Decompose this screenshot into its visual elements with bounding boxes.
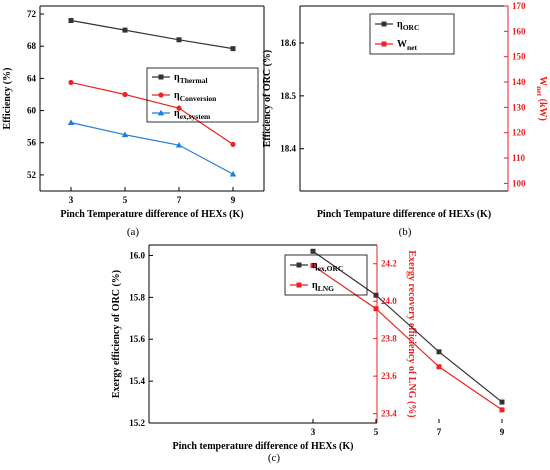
x-tick-label: 9 — [500, 427, 505, 437]
panel-label-a: (a) — [127, 226, 140, 238]
x-tick-label: 7 — [437, 427, 442, 437]
x-axis-label: Pinch Temperature difference of HEXs (K) — [60, 209, 243, 220]
legend-marker — [158, 74, 164, 80]
legend-label: Wnet — [397, 39, 418, 52]
legend-label: ηConversion — [174, 90, 217, 103]
data-point — [230, 141, 236, 147]
legend-label: ηORC — [397, 19, 419, 32]
chart-panel-a: 3 5 7 9 52 56 60 64 68 72 Pinch Temperature differ… — [2, 5, 265, 220]
data-point — [373, 292, 379, 298]
y-tick-label-left: 64 — [27, 73, 37, 83]
data-point — [67, 119, 75, 126]
data-point — [175, 141, 183, 148]
y-tick-label-right: 140 — [512, 77, 526, 87]
y-axis-label-right: Wnet (kW) — [535, 76, 548, 121]
legend-box — [369, 13, 455, 55]
y-tick-label-right: 150 — [512, 52, 526, 62]
y-tick-label-left: 16.0 — [129, 250, 145, 260]
y-tick-label-right: 120 — [512, 128, 526, 138]
data-point — [499, 407, 505, 413]
y-tick-label-left: 15.6 — [129, 334, 145, 344]
data-point — [176, 37, 182, 43]
series-line — [70, 19, 234, 50]
legend-label: ηLNG — [312, 280, 334, 293]
data-point — [310, 263, 316, 269]
x-tick-label: 5 — [374, 427, 379, 437]
legend-box — [146, 67, 259, 123]
y-tick-label-left: 18.6 — [280, 38, 296, 48]
data-point — [121, 131, 129, 138]
y-tick-label-left: 15.8 — [129, 292, 145, 302]
y-tick-label-right: 23.6 — [381, 371, 397, 381]
y-tick-label-right: 23.8 — [381, 334, 397, 344]
data-point — [68, 79, 74, 86]
data-point — [68, 17, 74, 23]
series-line — [312, 250, 503, 403]
y-tick-label-left: 56 — [27, 138, 37, 148]
chart-panel-c: 3 5 7 9 15.2 15.4 15.6 15.8 16.0 23.4 23.6 23.8 24.0… — [111, 244, 505, 452]
y-axis-label-right: Exergy recovery efficiency of LNG (%) — [406, 250, 417, 417]
legend-marker — [296, 282, 302, 288]
y-tick-label-left: 15.4 — [129, 376, 145, 386]
y-tick-label-right: 23.4 — [381, 409, 397, 419]
legend-marker — [158, 92, 164, 98]
x-tick-label: 3 — [69, 195, 74, 205]
x-axis-label: Pinch temperature difference of HEXs (K) — [173, 441, 354, 452]
y-axis-label-left: Exergy efficiency of ORC (%) — [111, 270, 122, 398]
y-tick-label-left: 18.4 — [280, 144, 296, 154]
data-point — [122, 91, 128, 98]
data-point — [436, 349, 442, 355]
y-tick-label-left: 72 — [27, 9, 37, 19]
y-tick-label-right: 110 — [512, 153, 526, 163]
legend-marker — [296, 262, 302, 268]
data-point — [373, 306, 379, 312]
y-tick-label-left: 68 — [27, 41, 37, 51]
data-point — [310, 248, 316, 254]
y-axis-label-left: Efficiency of ORC (%) — [262, 50, 273, 147]
x-axis-label: Pinch Tempature difference of HEXs (K) — [317, 209, 491, 220]
y-tick-label-right: 24.2 — [381, 259, 397, 269]
y-tick-label-left: 60 — [27, 106, 37, 116]
data-point — [436, 364, 442, 370]
legend-marker — [381, 21, 387, 27]
legend-label: ηex,ORC — [312, 260, 343, 273]
data-point — [122, 27, 128, 33]
y-tick-label-right: 160 — [512, 26, 526, 36]
y-tick-label-right: 130 — [512, 102, 526, 112]
y-tick-label-left: 15.2 — [129, 418, 145, 428]
data-point — [229, 170, 237, 177]
legend-marker — [381, 41, 387, 47]
data-point — [230, 46, 236, 52]
y-tick-label-left: 52 — [27, 170, 37, 180]
legend-label: ηex,system — [174, 108, 211, 121]
x-tick-label: 7 — [177, 195, 182, 205]
y-tick-label-left: 18.5 — [280, 91, 296, 101]
x-tick-label: 3 — [311, 427, 316, 437]
y-tick-label-right: 170 — [512, 1, 526, 11]
data-point — [499, 399, 505, 405]
data-point — [176, 105, 182, 111]
legend-label: ηThermal — [174, 72, 208, 85]
x-tick-label: 5 — [123, 195, 128, 205]
panel-label-b: (b) — [399, 226, 412, 238]
chart-panel-b: 357918.418.518.6100110120130140150160170… — [262, 1, 548, 220]
series-line — [70, 81, 234, 145]
series-line — [70, 122, 234, 175]
y-axis-label-left: Efficiency (%) — [2, 68, 13, 130]
panel-label-c: (c) — [268, 452, 281, 464]
legend-marker — [157, 109, 165, 116]
y-tick-label-right: 100 — [512, 178, 526, 188]
series-line — [312, 265, 503, 411]
legend-box — [284, 254, 368, 296]
x-tick-label: 9 — [231, 195, 236, 205]
y-tick-label-right: 24.0 — [381, 296, 397, 306]
